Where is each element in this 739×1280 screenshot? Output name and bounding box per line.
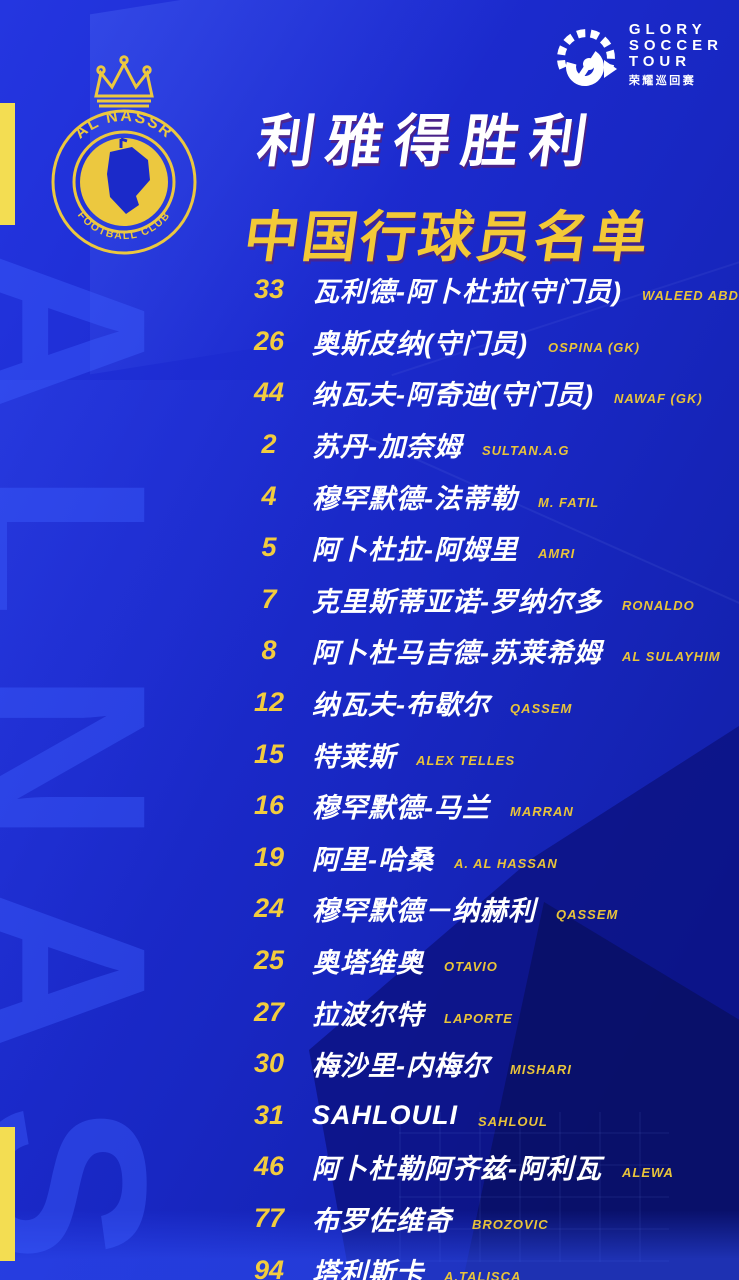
player-name-en: SAHLOUL	[478, 1113, 548, 1129]
player-row: 33 瓦利德-阿卜杜拉(守门员) WALEED ABDALLAH (GK)	[238, 264, 739, 316]
yellow-edge-bar-top	[0, 103, 15, 225]
player-name-en: OSPINA (GK)	[547, 339, 641, 355]
player-number: 8	[261, 635, 277, 666]
player-number: 27	[253, 996, 285, 1027]
player-name-cn: 瓦利德-阿卜杜拉(守门员)	[312, 277, 622, 308]
player-name-en: ALEWA	[622, 1165, 674, 1181]
player-row: 77 布罗佐维奇 BROZOVIC	[238, 1193, 730, 1245]
player-number: 30	[253, 1048, 285, 1079]
player-name-cn: 克里斯蒂亚诺-罗纳尔多	[312, 586, 602, 617]
player-number: 77	[253, 1202, 285, 1233]
player-name-cn: 穆罕默德-马兰	[312, 793, 490, 824]
player-number: 25	[253, 945, 285, 976]
glory-word-3: TOUR	[628, 53, 692, 70]
al-nassr-crest-icon: AL NASSR FOOTBALL CLUB	[51, 55, 197, 255]
glory-word-2: SOCCER	[628, 37, 723, 54]
player-name-en: AMRI	[538, 546, 576, 562]
player-row: 27 拉波尔特 LAPORTE	[238, 986, 730, 1038]
player-name-en: A. AL HASSAN	[454, 855, 558, 871]
player-name-en: LAPORTE	[444, 1010, 513, 1026]
player-name-en: A.TALISCA	[444, 1268, 522, 1280]
player-number: 26	[253, 325, 285, 356]
player-number: 12	[253, 687, 285, 718]
player-name-en: QASSEM	[510, 701, 573, 717]
player-name-en: OTAVIO	[444, 959, 498, 975]
player-number: 16	[253, 790, 285, 821]
player-name-en: MISHARI	[510, 1062, 572, 1078]
player-name-en: M. FATIL	[538, 494, 600, 510]
player-row: 7 克里斯蒂亚诺-罗纳尔多 RONALDO	[238, 574, 730, 626]
player-row: 94 塔利斯卡 A.TALISCA	[238, 1244, 730, 1280]
player-name-cn: SAHLOULI	[312, 1099, 458, 1130]
player-row: 44 纳瓦夫-阿奇迪(守门员) NAWAF (GK)	[238, 367, 730, 419]
player-number: 2	[261, 429, 277, 460]
player-name-cn: 阿卜杜勒阿齐兹-阿利瓦	[312, 1154, 602, 1185]
glory-tour-logo: GLORY SOCCER TOUR 荣耀巡回赛	[554, 22, 723, 94]
title-line-2: 中国行球员名单	[240, 206, 655, 268]
player-number: 19	[253, 841, 285, 872]
crest-club-name: AL NASSR	[72, 108, 175, 143]
player-name-cn: 穆罕默德－纳赫利	[312, 896, 536, 927]
player-name-en: BROZOVIC	[472, 1216, 549, 1232]
player-name-cn: 奥塔维奥	[312, 948, 424, 979]
player-row: 19 阿里-哈桑 A. AL HASSAN	[238, 832, 730, 884]
player-name-cn: 特莱斯	[312, 741, 396, 772]
player-number: 7	[261, 583, 277, 614]
player-name-en: AL SULAYHIM	[622, 649, 721, 665]
player-name-en: SULTAN.A.G	[482, 443, 570, 459]
player-name-cn: 布罗佐维奇	[312, 1205, 452, 1236]
poster-title: 利雅得胜利 中国行球员名单	[240, 96, 671, 272]
background-light-streak	[0, 380, 380, 1080]
player-name-en: QASSEM	[556, 907, 619, 923]
player-name-cn: 阿里-哈桑	[312, 844, 434, 875]
player-name-cn: 纳瓦夫-布歇尔	[312, 690, 490, 721]
background-floor-glow	[0, 1210, 739, 1280]
player-number: 94	[253, 1254, 285, 1280]
player-number: 4	[261, 480, 277, 511]
player-name-cn: 拉波尔特	[312, 999, 424, 1030]
player-row: 2 苏丹-加奈姆 SULTAN.A.G	[238, 419, 730, 471]
glory-chinese-label: 荣耀巡回赛	[628, 75, 697, 87]
player-name-cn: 塔利斯卡	[312, 1257, 424, 1280]
player-name-en: NAWAF (GK)	[613, 391, 703, 407]
player-number: 33	[253, 274, 285, 305]
player-name-en: ALEX TELLES	[416, 752, 516, 768]
player-row: 15 特莱斯 ALEX TELLES	[238, 728, 730, 780]
roster: 33 瓦利德-阿卜杜拉(守门员) WALEED ABDALLAH (GK) 26…	[238, 264, 739, 1280]
player-name-cn: 奥斯皮纳(守门员)	[312, 328, 528, 359]
player-number: 46	[253, 1151, 285, 1182]
player-number: 44	[253, 377, 285, 408]
player-row: 30 梅沙里-内梅尔 MISHARI	[238, 1038, 730, 1090]
player-row: 5 阿卜杜拉-阿姆里 AMRI	[238, 522, 730, 574]
player-row: 46 阿卜杜勒阿齐兹-阿利瓦 ALEWA	[238, 1141, 730, 1193]
player-name-cn: 阿卜杜马吉德-苏莱希姆	[312, 638, 602, 669]
player-row: 12 纳瓦夫-布歇尔 QASSEM	[238, 677, 730, 729]
player-name-cn: 苏丹-加奈姆	[312, 432, 462, 463]
svg-text:AL NASSR: AL NASSR	[72, 108, 177, 143]
glory-word-1: GLORY	[628, 21, 707, 38]
player-row: 31 SAHLOULI SAHLOUL	[238, 1090, 730, 1142]
player-row: 24 穆罕默德－纳赫利 QASSEM	[238, 883, 730, 935]
player-row: 25 奥塔维奥 OTAVIO	[238, 935, 730, 987]
player-number: 5	[261, 532, 277, 563]
yellow-edge-bar-bottom	[0, 1127, 15, 1261]
glory-g-icon	[556, 29, 617, 86]
player-name-cn: 穆罕默德-法蒂勒	[312, 483, 518, 514]
player-name-cn: 梅沙里-内梅尔	[312, 1051, 490, 1082]
player-name-en: WALEED ABDALLAH (GK)	[641, 288, 739, 304]
player-row: 8 阿卜杜马吉德-苏莱希姆 AL SULAYHIM	[238, 625, 730, 677]
player-name-en: MARRAN	[510, 804, 574, 820]
player-number: 15	[253, 738, 285, 769]
title-line-1: 利雅得胜利	[253, 110, 603, 174]
player-row: 4 穆罕默德-法蒂勒 M. FATIL	[238, 470, 730, 522]
player-row: 16 穆罕默德-马兰 MARRAN	[238, 780, 730, 832]
player-name-cn: 阿卜杜拉-阿姆里	[312, 535, 518, 566]
player-name-en: RONALDO	[622, 597, 695, 613]
player-number: 24	[253, 893, 285, 924]
player-number: 31	[253, 1099, 285, 1130]
player-name-cn: 纳瓦夫-阿奇迪(守门员)	[312, 380, 594, 411]
player-row: 26 奥斯皮纳(守门员) OSPINA (GK)	[238, 316, 730, 368]
